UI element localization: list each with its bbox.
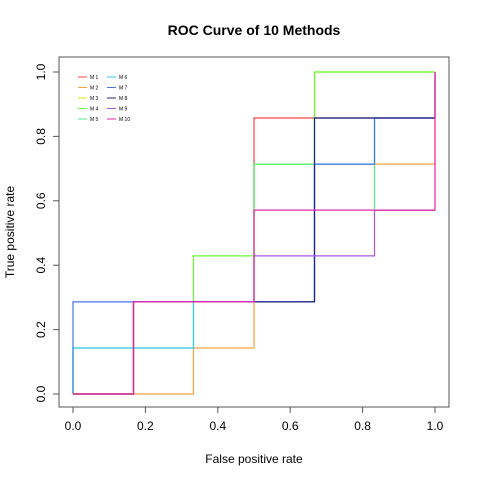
legend-label: M 6 (119, 75, 128, 81)
x-axis-title: False positive rate (205, 452, 303, 466)
legend-label: M 3 (90, 96, 99, 102)
y-axis-title: True positive rate (3, 186, 17, 279)
legend-label: M 5 (90, 117, 99, 123)
x-tick-label: 0.6 (282, 419, 299, 433)
legend: M 1 M 2 M 3 M 4 M 5 M 6 M 7 M 8 M 9 M 10 (78, 75, 130, 123)
legend-label: M 4 (90, 106, 99, 112)
plot-frame (58, 56, 450, 408)
legend-label: M 10 (119, 117, 130, 123)
axis-ticks: 0.0 0.2 0.4 0.6 0.8 1.0 0.0 0.2 0.4 0.6 0.8 1.0 (34, 63, 444, 433)
series-line-10 (73, 72, 436, 395)
legend-label: M 1 (90, 75, 99, 81)
x-tick-label: 0.2 (137, 419, 154, 433)
legend-label: M 2 (90, 85, 99, 91)
series-lines (72, 71, 436, 395)
y-tick-label: 0.8 (34, 128, 48, 145)
y-tick-label: 0.4 (34, 257, 48, 274)
legend-label: M 8 (119, 96, 128, 102)
x-tick-label: 0.4 (209, 419, 226, 433)
x-tick-label: 0.8 (354, 419, 371, 433)
x-tick-label: 1.0 (427, 419, 444, 433)
y-tick-label: 0.6 (34, 192, 48, 209)
y-tick-label: 0.0 (34, 385, 48, 402)
y-tick-label: 0.2 (34, 321, 48, 338)
chart-title: ROC Curve of 10 Methods (168, 22, 341, 38)
y-tick-label: 1.0 (34, 63, 48, 80)
x-tick-label: 0.0 (65, 419, 82, 433)
legend-label: M 7 (119, 85, 128, 91)
legend-label: M 9 (119, 106, 128, 112)
